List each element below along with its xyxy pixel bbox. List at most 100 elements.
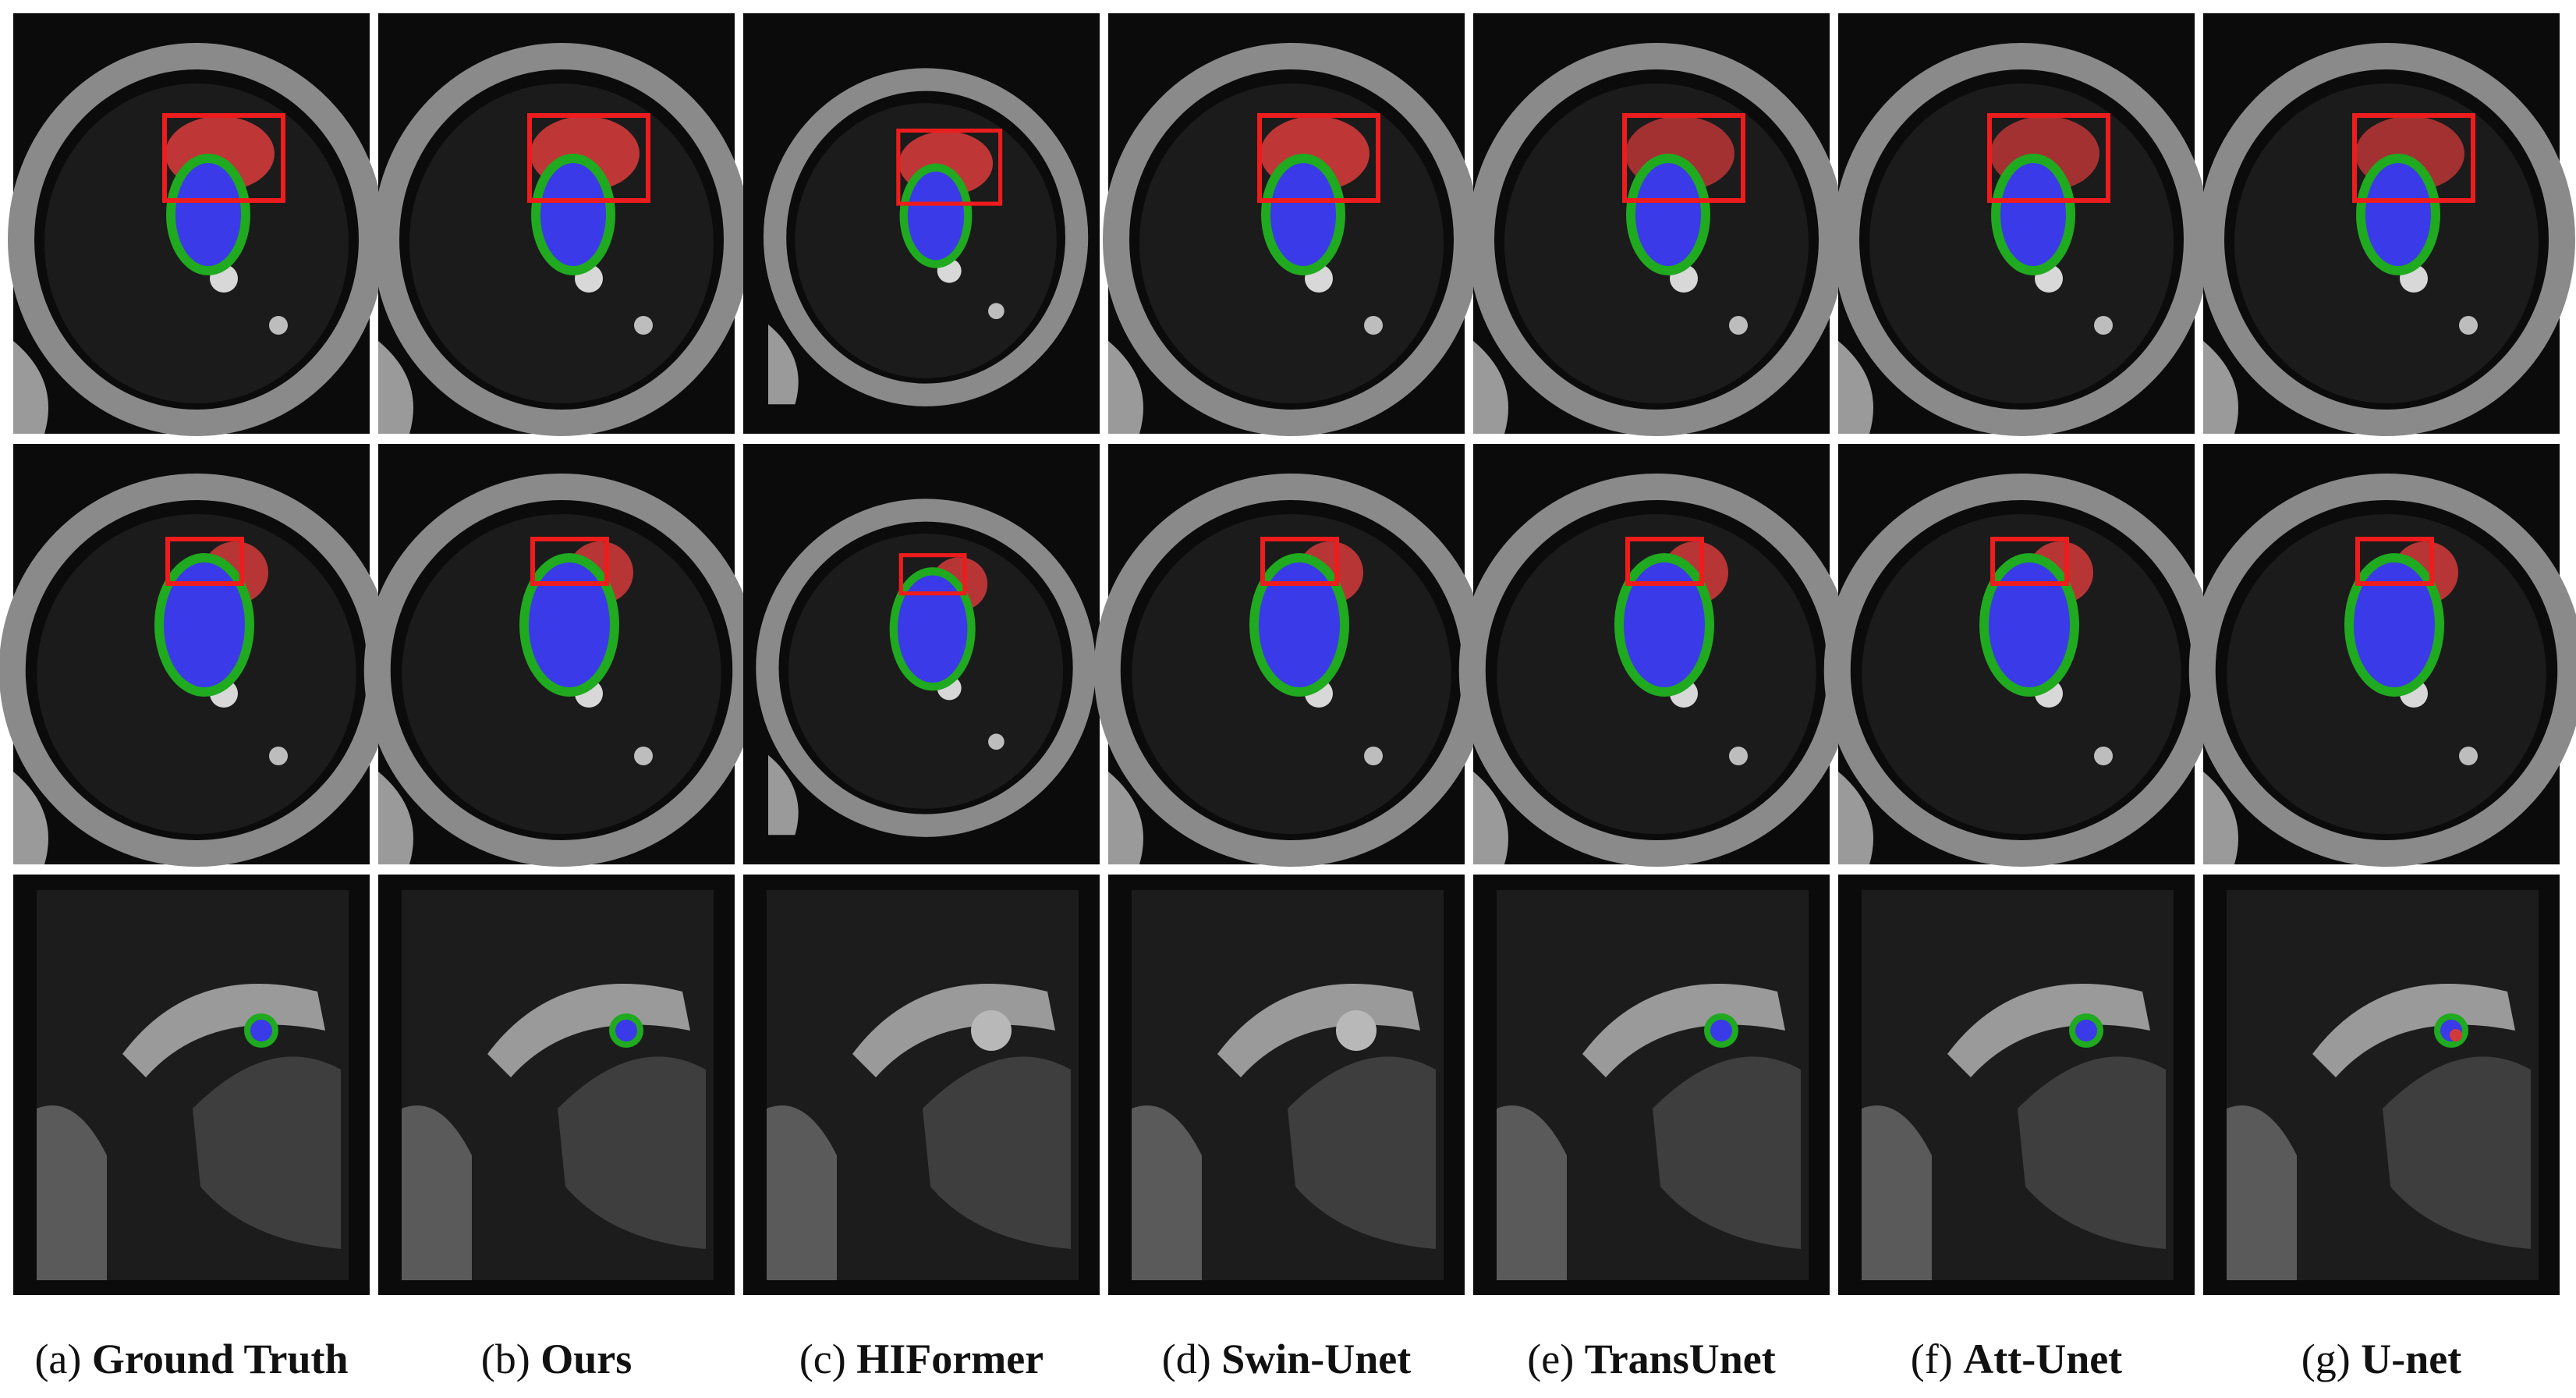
arm [1497, 1105, 1567, 1280]
scan [0, 474, 395, 867]
arm [402, 1105, 472, 1280]
arm [2227, 1105, 2297, 1280]
image-panel [1093, 444, 1490, 867]
image-panel [1468, 13, 1845, 436]
scan [763, 68, 1089, 406]
heart-muscle [1653, 1056, 1801, 1249]
caption: (g) U-net [2301, 1336, 2461, 1382]
caption: (a) Ground Truth [34, 1336, 348, 1382]
lv-region [175, 163, 241, 266]
image-panel [1823, 444, 2220, 867]
scan [1823, 474, 2220, 867]
arm [37, 1105, 107, 1280]
shoulder-fold [767, 754, 799, 836]
highlight-box [530, 537, 609, 586]
vessel [1729, 747, 1748, 765]
lv-region [907, 171, 965, 261]
caption-name: Ground Truth [92, 1336, 349, 1382]
caption-letter: (d) [1162, 1336, 1211, 1382]
image-panel [2198, 13, 2575, 436]
scan [8, 43, 385, 436]
arm [1862, 1105, 1932, 1280]
shoulder-fold [378, 772, 413, 864]
scan [1468, 43, 1845, 436]
image-panel [743, 875, 1100, 1295]
chest-wall [2312, 984, 2515, 1077]
lv-region [2365, 163, 2431, 266]
body-outline [1468, 43, 1845, 436]
heart-muscle [2383, 1056, 2531, 1249]
lv-region [1624, 562, 1705, 687]
image-panel [743, 444, 1100, 864]
vessel [1336, 1010, 1377, 1051]
lv-region [2075, 1020, 2097, 1041]
caption: (c) HIFormer [799, 1336, 1044, 1382]
lv-region [250, 1020, 272, 1041]
body-outline [1833, 43, 2210, 436]
vessel [2459, 747, 2478, 765]
lv-region [164, 562, 245, 687]
shoulder-fold [13, 341, 48, 434]
chest-wall [1947, 984, 2150, 1077]
highlight-box [1987, 113, 2110, 203]
lv-region [529, 562, 610, 687]
image-panel [1833, 13, 2210, 436]
shoulder-fold [2203, 341, 2238, 434]
lv-region [1270, 163, 1336, 266]
heart-muscle [923, 1056, 1071, 1249]
caption: (f) Att-Unet [1911, 1336, 2122, 1382]
image-panel [1108, 875, 1465, 1295]
image-panel [1838, 875, 2195, 1295]
shoulder-fold [13, 772, 48, 864]
image-panel [1103, 13, 1480, 436]
lv-region [615, 1020, 637, 1041]
heart-muscle [1288, 1056, 1436, 1249]
image-panel [13, 875, 370, 1295]
highlight-box [1257, 113, 1380, 203]
highlight-box [162, 113, 285, 203]
vessel [2459, 316, 2478, 335]
scan [1093, 474, 1490, 867]
highlight-box [1622, 113, 1745, 203]
body-outline [763, 68, 1089, 406]
lv-region [540, 163, 606, 266]
vessel [2094, 316, 2113, 335]
vessel [988, 303, 1005, 320]
shoulder-fold [1108, 772, 1143, 864]
caption-name: Swin-Unet [1221, 1336, 1411, 1382]
rv-region [2450, 1029, 2462, 1041]
caption: (e) TransUnet [1527, 1336, 1775, 1382]
highlight-box [1990, 537, 2069, 586]
image-panel [743, 13, 1100, 434]
heart-muscle [2018, 1056, 2166, 1249]
vessel [1364, 747, 1383, 765]
arm [1132, 1105, 1202, 1280]
shoulder-fold [1838, 772, 1873, 864]
caption: (b) Ours [481, 1336, 632, 1382]
chest-wall [852, 984, 1055, 1077]
highlight-box [2355, 537, 2434, 586]
image-panel [2203, 875, 2560, 1295]
shoulder-fold [378, 341, 413, 434]
highlight-box [527, 113, 650, 203]
body-outline [756, 499, 1096, 837]
body-outline [373, 43, 750, 436]
vessel [988, 733, 1005, 750]
image-panel [0, 444, 395, 867]
lv-region [2354, 562, 2435, 687]
vessel [269, 747, 288, 765]
vessel [634, 747, 653, 765]
caption-name: Att-Unet [1963, 1336, 2122, 1382]
body-outline [2198, 43, 2575, 436]
highlight-box [1260, 537, 1339, 586]
image-panel [373, 13, 750, 436]
caption: (d) Swin-Unet [1162, 1336, 1412, 1382]
highlight-box [2352, 113, 2475, 203]
scan [363, 474, 760, 867]
chest-wall [122, 984, 325, 1077]
caption-letter: (f) [1911, 1336, 1953, 1382]
vessel [269, 316, 288, 335]
image-panel [363, 444, 760, 867]
chest-wall [1217, 984, 1420, 1077]
